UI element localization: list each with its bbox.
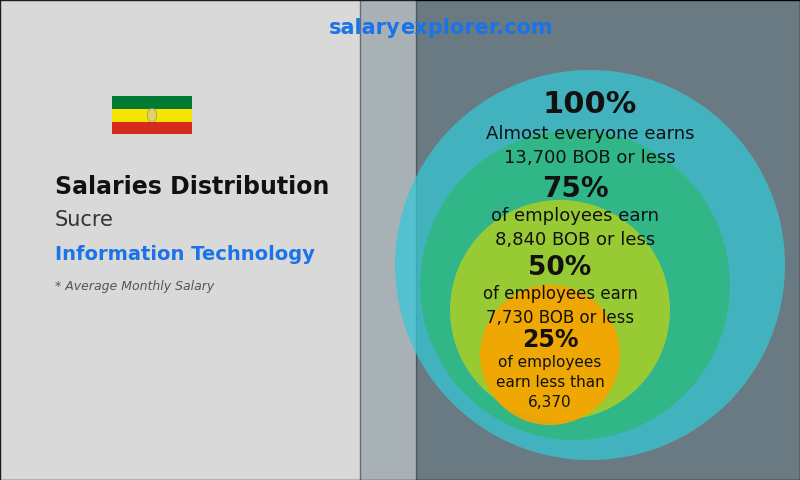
FancyBboxPatch shape [360,0,800,480]
Text: 50%: 50% [528,255,592,281]
Text: Information Technology: Information Technology [55,245,315,264]
FancyBboxPatch shape [0,0,416,480]
Text: of employees
earn less than
6,370: of employees earn less than 6,370 [496,355,604,410]
Bar [112,96,192,109]
Circle shape [450,200,670,420]
Text: 100%: 100% [543,90,637,119]
Text: Almost everyone earns
13,700 BOB or less: Almost everyone earns 13,700 BOB or less [486,125,694,167]
Text: of employees earn
7,730 BOB or less: of employees earn 7,730 BOB or less [482,286,638,327]
Text: Sucre: Sucre [55,210,114,230]
Circle shape [420,130,730,440]
FancyBboxPatch shape [0,0,440,480]
Text: of employees earn
8,840 BOB or less: of employees earn 8,840 BOB or less [491,207,659,249]
Bar [112,109,192,121]
Circle shape [395,70,785,460]
Text: Salaries Distribution: Salaries Distribution [55,175,330,199]
Text: 25%: 25% [522,328,578,352]
Circle shape [480,285,620,425]
Text: explorer.com: explorer.com [400,18,553,38]
Bar [112,121,192,134]
Text: salary: salary [328,18,400,38]
Text: * Average Monthly Salary: * Average Monthly Salary [55,280,214,293]
Circle shape [147,108,157,122]
Text: 75%: 75% [542,175,608,203]
